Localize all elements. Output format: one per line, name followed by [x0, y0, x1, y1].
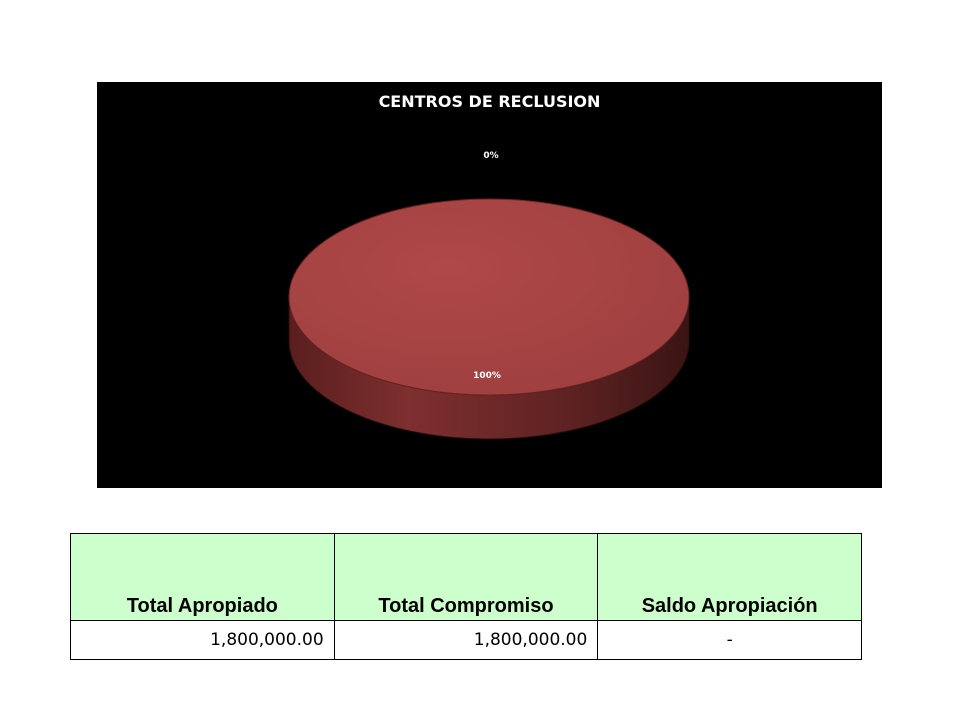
chart-title: CENTROS DE RECLUSION	[378, 92, 601, 111]
pie-slice-100	[288, 198, 690, 396]
header-total-apropiado: Total Apropiado	[70, 533, 335, 621]
cell-total-apropiado: 1,800,000.00	[70, 620, 335, 660]
header-total-compromiso: Total Compromiso	[333, 533, 599, 621]
table-header-row: Total Apropiado Total Compromiso Saldo A…	[70, 533, 862, 621]
data-label-0: 0%	[483, 151, 498, 161]
chart-area: 0% 100% CENTROS DE RECLUSION	[97, 82, 882, 488]
summary-table: Total Apropiado Total Compromiso Saldo A…	[70, 533, 862, 660]
cell-saldo-apropiacion: -	[597, 620, 862, 660]
table-row: 1,800,000.00 1,800,000.00 -	[70, 620, 862, 660]
header-saldo-apropiacion: Saldo Apropiación	[597, 533, 862, 621]
data-label-100: 100%	[473, 371, 501, 381]
pie-chart: 0% 100%	[288, 151, 690, 440]
cell-total-compromiso: 1,800,000.00	[333, 620, 599, 660]
